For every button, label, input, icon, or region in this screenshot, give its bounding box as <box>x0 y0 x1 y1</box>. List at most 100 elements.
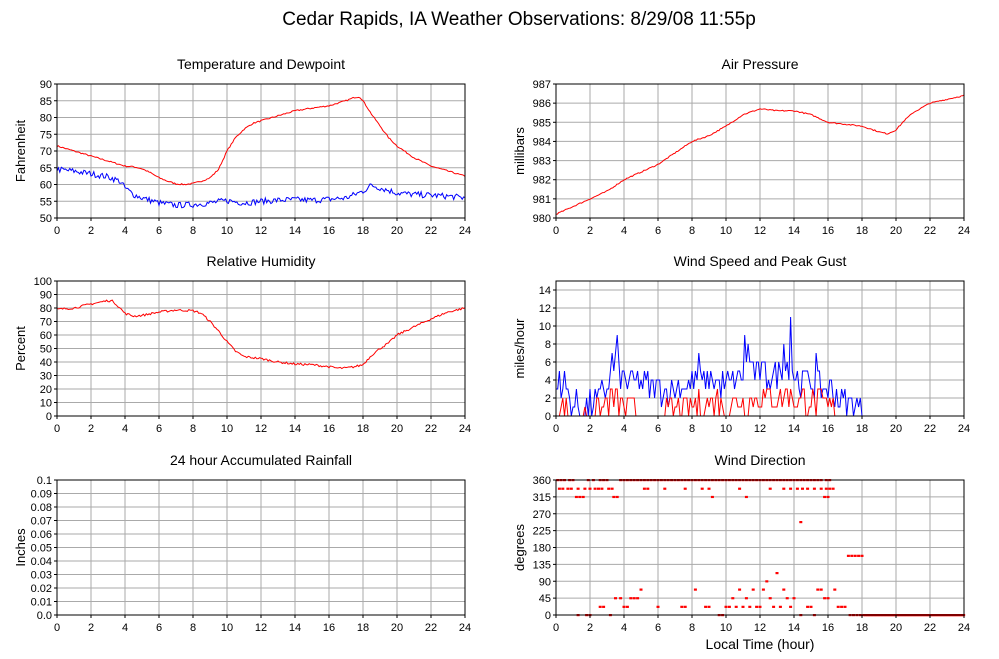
y-axis-label: miles/hour <box>512 318 527 379</box>
series-line-blue <box>56 166 466 209</box>
x-tick-label: 0 <box>54 225 60 237</box>
y-tick-label: 0.06 <box>31 529 52 541</box>
wind-direction-point <box>704 605 708 608</box>
y-tick-label: 90 <box>40 79 52 91</box>
y-tick-label: 987 <box>533 79 551 91</box>
wind-direction-point <box>860 554 864 557</box>
x-tick-label: 12 <box>754 225 766 237</box>
wind-direction-point <box>576 487 580 490</box>
wind-direction-point <box>823 495 827 499</box>
wind-direction-point <box>840 605 844 608</box>
wind-direction-point <box>819 487 823 490</box>
y-tick-label: 982 <box>533 175 551 187</box>
y-tick-label: 270 <box>533 509 551 521</box>
y-tick-label: 986 <box>533 98 551 110</box>
y-tick-label: 80 <box>40 113 52 125</box>
x-tick-label: 0 <box>54 423 60 435</box>
wind-direction-point <box>602 605 606 608</box>
y-tick-label: 100 <box>34 276 52 288</box>
series-line-red <box>56 299 466 370</box>
series-line-red <box>56 96 466 186</box>
x-tick-label: 6 <box>655 622 661 634</box>
wind-direction-point <box>557 487 561 490</box>
x-tick-label: 12 <box>754 423 766 435</box>
wind-direction-point <box>707 487 711 490</box>
wind-direction-point <box>799 521 803 524</box>
y-tick-label: 0.09 <box>31 489 52 501</box>
y-tick-label: 6 <box>545 357 551 369</box>
x-tick-label: 20 <box>890 225 902 237</box>
x-tick-label: 0 <box>54 622 60 634</box>
chart-rainfall: 0 2 4 6 8 10 12 14 16 18 20 22 240.00.010.020.030.04… <box>13 452 471 634</box>
wind-direction-point <box>588 487 592 490</box>
y-tick-label: 0 <box>545 411 551 423</box>
x-tick-label: 10 <box>720 622 732 634</box>
x-tick-label: 14 <box>289 622 301 634</box>
series-line-red <box>555 94 965 215</box>
x-tick-label: 14 <box>788 423 800 435</box>
wind-direction-point <box>778 605 782 608</box>
y-tick-label: 45 <box>539 593 551 605</box>
x-tick-label: 2 <box>587 622 593 634</box>
y-tick-label: 0.05 <box>31 543 52 555</box>
wind-direction-point <box>632 597 636 600</box>
wind-direction-point <box>831 487 835 490</box>
wind-direction-point <box>646 487 650 490</box>
x-tick-label: 4 <box>621 423 627 435</box>
wind-direction-point <box>801 487 804 490</box>
wind-direction-point <box>683 605 687 608</box>
x-tick-label: 2 <box>587 225 593 237</box>
wind-direction-point <box>663 487 667 490</box>
y-tick-label: 80 <box>40 303 52 315</box>
wind-direction-point <box>680 605 684 608</box>
wind-direction-point <box>600 487 604 490</box>
y-tick-label: 0 <box>46 411 52 423</box>
x-tick-label: 2 <box>88 225 94 237</box>
wind-direction-point <box>826 495 830 499</box>
x-tick-label: 18 <box>856 423 868 435</box>
y-tick-label: 40 <box>40 357 52 369</box>
chart-pressure: 0 2 4 6 8 10 12 14 16 18 20 22 249809819829839849859… <box>512 56 970 237</box>
wind-direction-point <box>744 495 748 499</box>
wind-direction-point <box>843 605 847 608</box>
x-tick-label: 16 <box>822 423 834 435</box>
x-tick-label: 24 <box>459 423 471 435</box>
x-tick-label: 24 <box>459 225 471 237</box>
wind-direction-point <box>826 597 830 600</box>
y-tick-label: 50 <box>40 344 52 356</box>
chart-title: Relative Humidity <box>207 253 316 269</box>
x-tick-label: 22 <box>425 225 437 237</box>
x-tick-label: 6 <box>156 423 162 435</box>
wind-direction-point <box>636 597 640 600</box>
wind-direction-point <box>597 487 600 490</box>
y-axis-label: Inches <box>13 528 28 567</box>
y-tick-label: 60 <box>40 180 52 192</box>
x-tick-label: 10 <box>221 225 233 237</box>
x-tick-label: 4 <box>122 423 128 435</box>
x-tick-label: 16 <box>822 622 834 634</box>
wind-direction-point <box>751 588 755 591</box>
wind-direction-point <box>833 588 837 591</box>
x-tick-label: 20 <box>890 622 902 634</box>
y-tick-label: 70 <box>40 146 52 158</box>
wind-direction-point <box>806 605 810 608</box>
wind-direction-point <box>755 605 759 608</box>
wind-direction-point <box>598 605 602 608</box>
wind-direction-point <box>607 487 611 490</box>
wind-direction-point <box>561 487 565 490</box>
wind-direction-point <box>857 554 861 557</box>
wind-direction-point <box>656 605 660 608</box>
x-tick-label: 12 <box>754 622 766 634</box>
chart-title: Air Pressure <box>721 56 798 72</box>
x-tick-label: 20 <box>391 423 403 435</box>
chart-temp: 0 2 4 6 8 10 12 14 16 18 20 22 24505560657075808590T… <box>13 56 471 237</box>
wind-direction-point <box>569 487 573 490</box>
x-tick-label: 12 <box>255 423 267 435</box>
wind-direction-point <box>693 588 697 591</box>
y-tick-label: 65 <box>40 163 52 175</box>
x-tick-label: 8 <box>689 423 695 435</box>
wind-direction-point <box>758 605 762 608</box>
wind-direction-point <box>846 554 850 557</box>
